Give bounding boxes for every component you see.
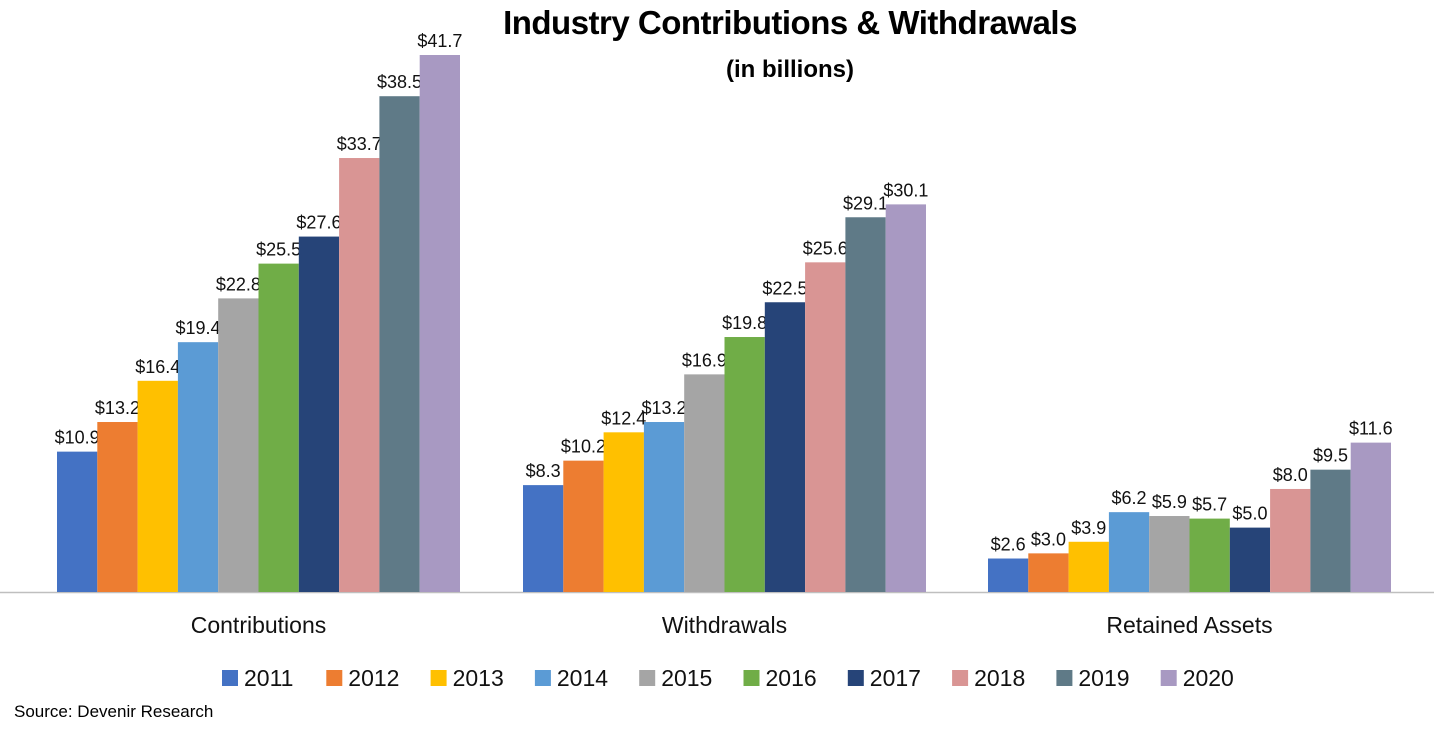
data-label-2017-1: $22.5 [762,278,807,298]
legend-swatch-2019 [1056,670,1073,686]
data-label-2012-0: $13.2 [95,398,140,418]
data-label-2011-0: $10.9 [55,428,100,448]
bar-2015-1 [684,374,725,592]
bar-2019-1 [845,217,886,593]
data-label-2011-2: $2.6 [991,535,1026,555]
category-label-1: Withdrawals [662,612,787,638]
legend-label-2019: 2019 [1078,665,1129,691]
bar-2015-2 [1149,516,1190,592]
bar-2017-0 [298,236,340,592]
bar-2015-0 [218,298,259,592]
legend-swatch-2020 [1160,670,1177,686]
bar-2011-1 [523,485,564,592]
legend-swatch-2011 [222,670,238,686]
bar-2018-0 [339,158,380,592]
data-label-2014-0: $19.4 [176,318,221,338]
data-label-2014-1: $13.2 [642,398,687,418]
bar-2011-0 [57,451,98,592]
legend-swatch-2016 [743,670,760,686]
legend-swatch-2014 [534,670,551,686]
data-label-2013-1: $12.4 [601,408,646,428]
data-label-2014-2: $6.2 [1112,488,1147,508]
data-label-2011-1: $8.3 [526,461,561,481]
data-label-2013-0: $16.4 [135,357,180,377]
bar-2019-2 [1310,469,1351,592]
legend-label-2017: 2017 [870,665,921,691]
category-label-2: Retained Assets [1106,612,1272,638]
source-note: Source: Devenir Research [14,702,214,721]
data-label-2020-1: $30.1 [883,180,928,200]
data-label-2019-2: $9.5 [1313,446,1348,466]
legend-label-2014: 2014 [557,665,608,691]
data-label-2020-2: $11.6 [1349,419,1393,439]
legend-swatch-2018 [952,670,969,686]
bar-2017-1 [764,302,806,592]
data-label-2017-0: $27.6 [296,213,341,233]
bar-2020-1 [885,204,926,593]
bar-2019-0 [379,96,420,593]
legend-label-2016: 2016 [766,665,817,691]
bar-2020-0 [419,55,460,592]
data-label-2016-2: $5.7 [1192,495,1227,515]
legend-swatch-2017 [847,670,864,686]
legend-swatch-2013 [430,670,447,686]
bar-2016-2 [1189,518,1230,592]
chart-title: Industry Contributions & Withdrawals [503,4,1077,41]
data-label-2017-2: $5.0 [1232,504,1267,524]
bar-2013-1 [603,432,644,592]
data-label-2012-1: $10.2 [561,437,606,457]
legend-label-2013: 2013 [453,665,504,691]
bar-2014-1 [643,422,685,592]
bar-2012-1 [563,460,604,592]
legend-label-2012: 2012 [348,665,399,691]
bar-2016-1 [724,337,765,592]
bar-2012-2 [1028,553,1069,592]
data-label-2018-1: $25.6 [803,238,848,258]
bar-2018-1 [805,262,846,592]
data-label-2015-2: $5.9 [1152,492,1187,512]
data-label-2013-2: $3.9 [1071,518,1106,538]
data-label-2016-0: $25.5 [256,240,301,260]
bar-2020-2 [1350,442,1391,592]
data-label-2015-0: $22.8 [216,274,261,294]
bar-2014-2 [1108,512,1150,592]
legend-swatch-2015 [639,670,656,686]
bar-2017-2 [1229,527,1271,592]
bar-2012-0 [97,422,138,592]
bar-2013-0 [137,380,178,592]
chart-subtitle: (in billions) [726,56,854,83]
data-label-2019-1: $29.1 [843,193,888,213]
bar-2011-2 [988,558,1029,592]
bar-2018-2 [1270,488,1311,592]
bar-2013-2 [1068,541,1109,592]
data-label-2018-0: $33.7 [337,134,382,154]
bar-2014-0 [177,342,219,592]
data-label-2012-2: $3.0 [1031,529,1066,549]
legend-label-2018: 2018 [974,665,1025,691]
bar-2016-0 [258,263,299,592]
data-label-2020-0: $41.7 [417,31,462,51]
data-label-2016-1: $19.8 [722,313,767,333]
data-label-2019-0: $38.5 [377,72,422,92]
legend-label-2011: 2011 [244,665,293,691]
data-label-2015-1: $16.9 [682,350,727,370]
legend-label-2020: 2020 [1183,665,1234,691]
data-label-2018-2: $8.0 [1273,465,1308,485]
category-label-0: Contributions [191,612,327,638]
legend-label-2015: 2015 [661,665,712,691]
legend-swatch-2012 [326,670,343,686]
